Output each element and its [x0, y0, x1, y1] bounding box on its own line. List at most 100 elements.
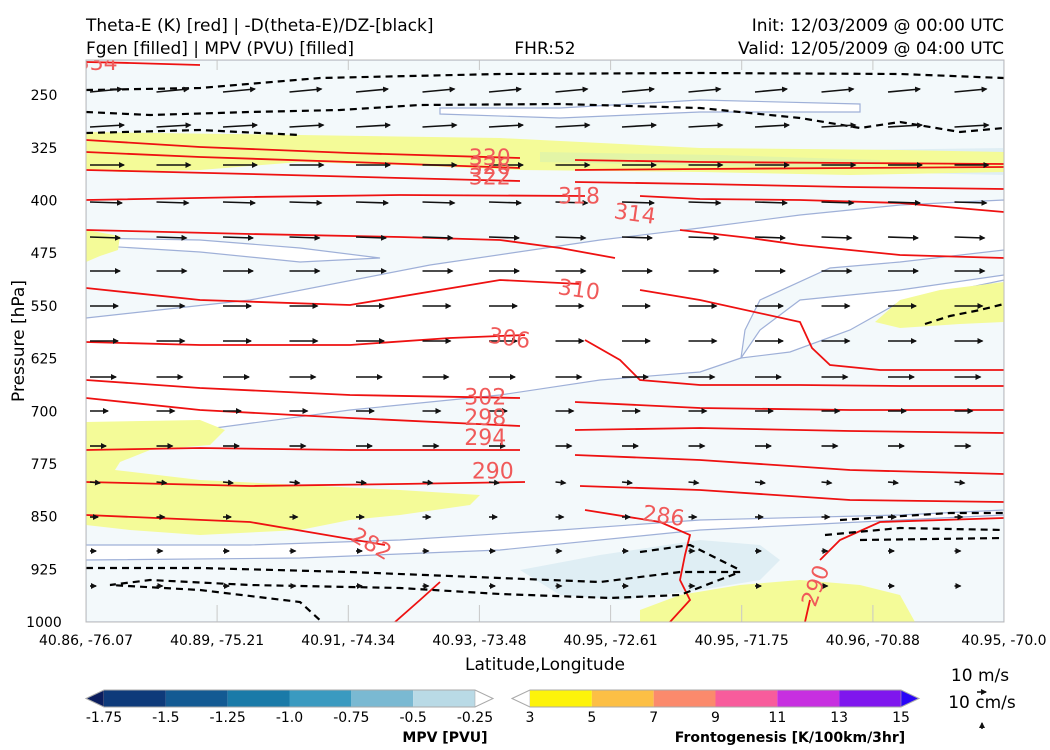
- wind-vector: [688, 86, 722, 93]
- ddz-dashed-contour: [859, 536, 1004, 542]
- theta-e-contour-label: 330: [469, 146, 511, 171]
- wind-vector: [954, 479, 966, 486]
- theta-e-contour-label: 314: [612, 199, 657, 230]
- wind-vector: [89, 479, 101, 486]
- colorbar-swatch: [289, 690, 352, 707]
- wind-vector: [754, 199, 788, 206]
- wind-vector: [887, 122, 923, 129]
- wind-vector: [754, 234, 786, 241]
- ddz-dashed-contour: [86, 71, 1004, 92]
- fgen-fill-region: [875, 282, 1004, 328]
- wind-vector: [821, 479, 833, 486]
- wind-vector: [821, 122, 857, 129]
- wind-vector: [289, 479, 301, 486]
- wind-vector: [156, 86, 190, 93]
- mpv-fill-region: [520, 540, 780, 600]
- wind-vector: [289, 122, 325, 129]
- x-tick-label: 40.96, -70.88: [826, 633, 920, 649]
- header-right-line2: Valid: 12/05/2009 @ 04:00 UTC: [738, 39, 1004, 59]
- wind-vector: [754, 479, 766, 486]
- y-tick-label: 850: [31, 510, 58, 526]
- theta-e-contour: [804, 517, 1004, 622]
- colorbar-swatch: [104, 690, 166, 707]
- wind-vector: [222, 86, 256, 93]
- theta-e-contour-label: 334: [76, 51, 118, 76]
- wind-vector: [222, 199, 256, 206]
- colorbar-swatch: [165, 690, 228, 707]
- wind-vector: [555, 199, 589, 206]
- colorbar-extend-swatch: [511, 689, 531, 708]
- x-tick-label: 40.93, -73.48: [432, 633, 526, 649]
- wind-vector: [555, 234, 587, 241]
- wind-vector: [289, 199, 323, 206]
- wind-vector: [621, 199, 655, 206]
- y-tick-label: 325: [31, 141, 58, 157]
- ddz-dashed-contour: [924, 302, 1004, 326]
- wind-vector: [954, 234, 986, 241]
- wind-vector: [754, 86, 788, 93]
- wind-vector: [422, 234, 454, 241]
- colorbar-tick-label: 3: [526, 710, 535, 726]
- wind-vector: [422, 479, 434, 486]
- ddz-dashed-contour: [86, 566, 741, 622]
- colorbar-extend-swatch: [474, 689, 494, 708]
- wind-vector: [222, 122, 258, 129]
- wind-vector: [422, 86, 456, 93]
- theta-e-contour-label: 326: [469, 155, 511, 180]
- gridlines: [216, 60, 874, 622]
- x-tick-label: 40.91, -74.34: [301, 633, 395, 649]
- fgen-colorbar: 3 5 7 9 11 13 15: [510, 689, 921, 726]
- wind-vector: [821, 234, 853, 241]
- y-tick-label: 625: [31, 352, 58, 368]
- wind-vector: [821, 86, 855, 93]
- colorbar-swatch: [653, 690, 716, 707]
- colorbar-tick-label: 11: [768, 710, 786, 726]
- header-right-line1: Init: 12/03/2009 @ 00:00 UTC: [752, 16, 1004, 36]
- wind-vector: [156, 479, 168, 486]
- colorbar-tick-label: 5: [587, 710, 596, 726]
- wind-vector: [422, 122, 458, 129]
- wind-vector: [89, 234, 121, 241]
- wind-vector: [222, 479, 234, 486]
- y-tick-label: 250: [31, 88, 58, 104]
- theta-e-contour: [86, 379, 1004, 411]
- wind-vector: [954, 199, 988, 206]
- wind-vector: [887, 479, 899, 486]
- wind-vector: [355, 234, 387, 241]
- plot-area: 3343303263223183143103063022982942902902…: [76, 51, 1004, 622]
- colorbar-tick-label: -1.5: [152, 710, 179, 726]
- fgen-fill-region: [86, 420, 480, 535]
- fgen-fill-region: [540, 152, 880, 168]
- plot-frame: [85, 59, 1005, 623]
- theta-e-contour-label: 302: [464, 385, 506, 410]
- theta-e-contour-label: 286: [641, 501, 686, 532]
- wind-vector: [555, 86, 589, 93]
- ddz-dashed-contour: [824, 526, 1004, 537]
- x-axis-label: Latitude,Longitude: [465, 655, 625, 675]
- x-tick-label: 40.89, -75.21: [170, 633, 264, 649]
- colorbar-frame: [84, 689, 495, 708]
- colorbar-swatch: [413, 690, 475, 707]
- colorbar-tick-label: 15: [892, 710, 910, 726]
- theta-e-contour: [86, 397, 1004, 434]
- wind-vector: [89, 122, 125, 129]
- wind-vector: [688, 479, 700, 486]
- theta-e-contour-label: 318: [558, 185, 600, 210]
- y-tick-label: 400: [31, 194, 58, 210]
- theta-e-contour-label: 306: [487, 324, 532, 355]
- y-axis-label: Pressure [hPa]: [9, 280, 29, 402]
- wind-vector: [555, 122, 591, 129]
- x-tick-label: 40.86, -76.07: [39, 633, 133, 649]
- ddz-dashed-contours: [86, 71, 1004, 622]
- x-tick-label: 40.95, -72.61: [564, 633, 658, 649]
- wind-vector: [887, 234, 919, 241]
- ddz-dashed-contour: [639, 543, 741, 571]
- wind-vector: [355, 122, 391, 129]
- wind-vector: [355, 479, 367, 486]
- theta-e-contour: [86, 447, 1004, 475]
- wind-vector: [954, 86, 988, 93]
- wind-vector: [156, 199, 190, 206]
- mpv-colorbar: -1.75 -1.5 -1.25 -1.0 -0.75 -0.5 -0.25: [84, 689, 495, 726]
- wind-vector: [222, 234, 254, 241]
- theta-e-contour: [86, 169, 1004, 190]
